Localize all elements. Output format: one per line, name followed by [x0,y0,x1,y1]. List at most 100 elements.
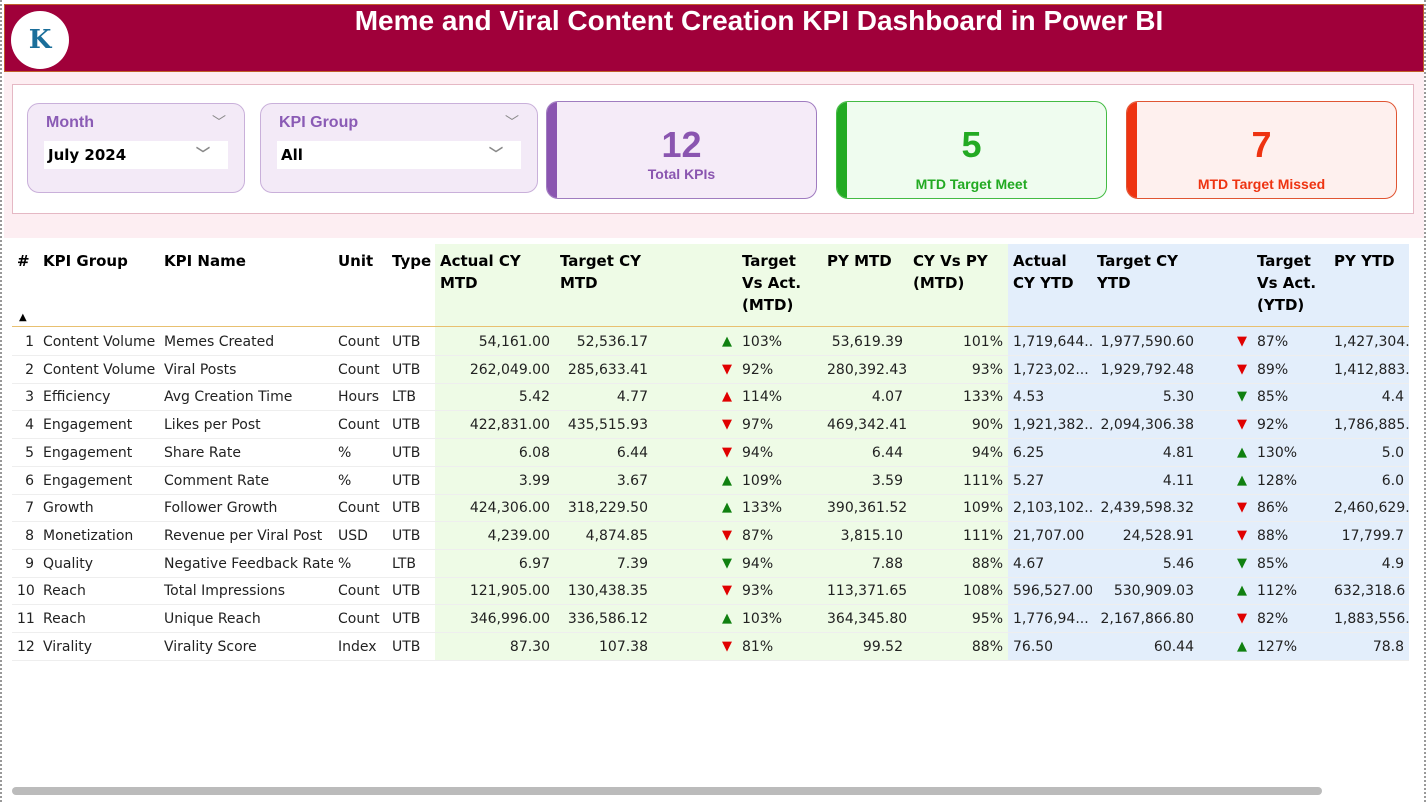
chevron-down-icon: ﹀ [489,147,503,163]
table-row: 12 Virality Virality Score Index UTB 87.30 107… [12,633,1409,661]
chevron-down-icon[interactable]: ﹀ [505,115,519,131]
table-cell: 1,883,556.4 [1334,611,1409,627]
table-cell: 85% [1257,389,1289,406]
mtd-target-meet-card: 5 MTD Target Meet [836,101,1107,199]
table-cell: 4.81 [1162,444,1194,461]
table-cell: 2,167,866.80 [1100,611,1194,627]
month-slicer-label: Month [46,114,94,131]
table-cell: 113,371.65 [827,583,908,600]
arrow-up-icon: ▲ [1237,638,1247,654]
column-header[interactable]: Actual CY MTD [435,244,555,327]
table-cell: 5.30 [1162,389,1194,406]
column-header[interactable]: PY MTD [822,244,908,327]
card-value: 5 [961,124,982,165]
dashboard-title: Meme and Viral Content Creation KPI Dash… [354,5,1164,36]
table-cell: Quality [43,555,94,572]
month-value: July 2024 [48,146,127,164]
table-cell: 103% [742,611,783,627]
month-dropdown[interactable]: July 2024 ﹀ [44,141,228,169]
column-header[interactable]: Type [387,244,435,327]
kpi-table: # KPI Group KPI Name Unit Type Actual CY MTD T… [12,244,1409,664]
table-cell: 93% [742,583,774,600]
card-value: 7 [1251,124,1272,165]
table-cell: 6.97 [518,555,550,572]
column-header[interactable]: Target CY MTD [555,244,653,327]
table-cell: LTB [392,389,417,406]
column-header[interactable]: CY Vs PY (MTD) [908,244,1008,327]
table-cell: Reach [43,611,86,627]
column-header[interactable]: Target CY YTD [1092,244,1199,327]
column-header[interactable]: PY YTD [1329,244,1409,327]
sort-ascending-icon[interactable]: ▲ [19,312,27,323]
card-label: MTD Target Meet [915,176,1028,192]
arrow-down-icon: ▼ [1237,389,1247,405]
table-cell: 2,094,306.38 [1100,417,1194,434]
table-cell: Comment Rate [164,472,270,489]
table-cell: 4.53 [1013,389,1045,406]
column-header[interactable]: Actual CY YTD [1008,244,1092,327]
table-cell: Revenue per Viral Post [164,527,323,544]
table-cell: Memes Created [164,334,275,350]
table-cell: UTB [392,500,421,517]
table-cell: 1,786,885.2 [1334,417,1409,434]
table-cell: UTB [392,638,421,655]
table-cell: 3.99 [518,472,550,489]
table-cell: 3,815.10 [840,527,903,544]
table-cell: 4.67 [1013,555,1045,572]
table-cell: LTB [392,555,417,572]
table-cell: 6.0 [1381,472,1404,489]
table-cell: 133% [742,500,783,517]
column-header[interactable] [653,244,737,327]
table-cell: 76.50 [1013,638,1054,655]
table-cell: 99.52 [862,638,903,655]
kpi-group-value: All [281,146,303,164]
table-row: 6 Engagement Comment Rate% UTB 3.99 3.67 ▲ 109%… [12,467,1409,495]
table-cell: Count [338,417,380,434]
arrow-up-icon: ▲ [722,472,732,488]
month-slicer[interactable]: Month ﹀ July 2024 ﹀ [27,103,245,193]
table-cell: 7 [25,500,34,517]
table-cell: 24,528.91 [1122,527,1194,544]
table-cell: 87.30 [509,638,550,655]
column-header[interactable] [1199,244,1252,327]
table-cell: 5 [25,444,34,461]
table-cell: Unique Reach [164,611,261,627]
table-cell: 111% [962,527,1003,544]
table-cell: 1,921,382... [1013,417,1092,434]
table-cell: 88% [1257,527,1289,544]
kpi-group-slicer[interactable]: KPI Group ﹀ All ﹀ [260,103,538,193]
table-cell: Count [338,583,380,600]
column-header[interactable]: KPI Name [159,244,333,327]
table-cell: 596,527.00 [1013,583,1092,600]
column-header[interactable]: # [12,244,38,327]
table-cell: 5.42 [518,389,550,406]
kpi-group-slicer-label: KPI Group [279,114,359,131]
chevron-down-icon[interactable]: ﹀ [212,115,226,131]
table-cell: Count [338,361,380,378]
table-cell: 101% [962,334,1003,350]
column-header[interactable]: Unit [333,244,387,327]
table-cell: UTB [392,472,421,489]
column-header[interactable]: Target Vs Act. (MTD) [737,244,822,327]
horizontal-scrollbar[interactable] [12,787,1322,795]
table-cell: 109% [962,500,1003,517]
table-cell: 1,723,02... [1013,361,1089,378]
table-cell: 4.07 [871,389,903,406]
table-cell: Follower Growth [164,500,278,517]
table-cell: 112% [1257,583,1298,600]
column-header[interactable]: Target Vs Act. (YTD) [1252,244,1329,327]
table-cell: 52,536.17 [576,334,648,350]
table-cell: 87% [742,527,774,544]
ytd-section-bg [1008,244,1409,660]
table-cell: UTB [392,334,421,350]
column-header[interactable]: KPI Group [38,244,159,327]
table-cell: Growth [43,500,94,517]
table-row: 1 Content Volume Memes Created Count UTB 54,1… [12,328,1409,356]
table-cell: UTB [392,361,421,378]
table-cell: Index [338,638,377,655]
card-value: 12 [661,124,702,165]
table-cell: UTB [392,527,421,544]
table-cell: Engagement [43,472,133,489]
table-cell: 92% [1257,417,1289,434]
kpi-group-dropdown[interactable]: All ﹀ [277,141,521,169]
